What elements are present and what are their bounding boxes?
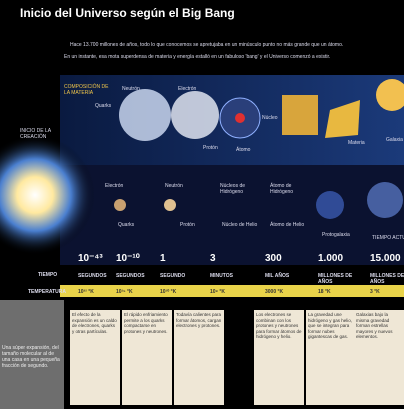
note: Una súper expansión, del tamaño molecula… [2,345,62,369]
component-label: Electrón [178,86,196,92]
time-unit: MILLONES DE AÑOS [370,273,404,285]
temperature: 10⁹ °K [210,289,225,295]
intro: Hace 13.700 millones de años, todo lo qu… [70,42,400,48]
time-value: 3 [210,256,216,262]
component-label: Protón [203,145,218,151]
temperature: 18 °K [318,289,331,295]
stage-label: TIEMPO ACTUAL [372,235,404,241]
time-value: 1.000 [318,256,343,262]
note: Los electrones se combinan con los proto… [254,310,304,405]
stage-label: Átomo de Hidrógeno [270,183,310,195]
time-unit: SEGUNDO [160,273,208,279]
time-unit: MILLONES DE AÑOS [318,273,366,285]
component-label: Quarks [95,103,111,109]
stage-label: Átomo de Helio [270,222,310,228]
time-unit: MINUTOS [210,273,258,279]
note: Todavía calientes para formar átomos, ca… [174,310,224,405]
temperature: 10¹⁵ °K [116,289,133,295]
title: Inicio del Universo según el Big Bang [20,6,235,20]
component-label: Galaxia [386,137,403,143]
time-value: 10⁻⁴³ [78,256,103,262]
stage-label: Protón [180,222,220,228]
time-unit: MIL AÑOS [265,273,313,279]
stage-label: Núcleo de Helio [222,222,262,228]
component-label: Neutrón [122,86,140,92]
intro: En un instante, esa mota superdensa de m… [64,54,400,60]
temperature: 10³² °K [78,289,94,295]
note: El efecto de la expansión es un caldo de… [70,310,120,405]
time-value: 1 [160,256,166,262]
time-value: 10⁻¹⁰ [116,256,140,262]
component-label: Núcleo [262,115,278,121]
note: La gravedad une hidrógeno y gas helio, q… [306,310,356,405]
row-label: TIEMPO [38,272,57,278]
stage-label: Quarks [118,222,158,228]
stage-label: Neutrón [165,183,205,189]
temperature: 3000 °K [265,289,283,295]
row-label: TEMPERATURA [28,289,66,295]
stage-label: Protogalaxia [322,232,362,238]
section-title: COMPOSICIÓN DE LA MATERIA [64,84,114,96]
time-unit: SEGUNDOS [116,273,164,279]
origin-label: INICIO DE LA CREACIÓN [20,128,60,140]
infographic: Inicio del Universo según el Big Bang Ha… [0,0,404,409]
note: Galaxias bajo la misma gravedad forman e… [354,310,404,405]
component-label: Materia [348,140,365,146]
stage-label: Núcleos de Hidrógeno [220,183,260,195]
time-value: 300 [265,256,282,262]
time-value: 15.000 [370,256,401,262]
temperature: 3 °K [370,289,380,295]
note: El rápido enfriamiento permite a los qua… [122,310,172,405]
temperature: 10¹⁰ °K [160,289,176,295]
component-label: Átomo [236,147,250,153]
stage-label: Electrón [105,183,145,189]
